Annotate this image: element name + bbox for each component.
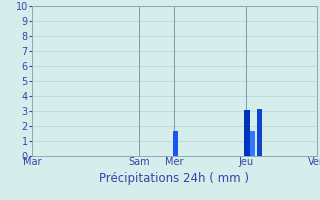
Bar — [257, 109, 262, 156]
X-axis label: Précipitations 24h ( mm ): Précipitations 24h ( mm ) — [100, 172, 249, 185]
Bar — [173, 130, 178, 156]
Bar — [250, 131, 255, 156]
Bar — [244, 110, 250, 156]
